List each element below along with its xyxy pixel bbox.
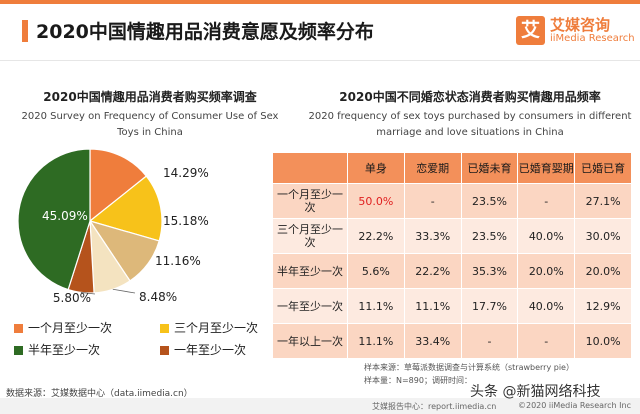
table-cell: - <box>461 323 519 358</box>
table-cell: 22.2% <box>404 253 462 288</box>
legend-swatch-monthly <box>14 324 23 333</box>
pie-leader-line <box>112 288 136 294</box>
legend-item-yearly: 一年至少一次 <box>160 341 246 358</box>
table-header-cell: 已婚已育 <box>575 153 632 183</box>
legend-item-monthly: 一个月至少一次 <box>14 319 112 336</box>
legend-label-half-year: 半年至少一次 <box>28 343 101 357</box>
pie-title-cn: 2020中国情趣用品消费者购买频率调查 <box>43 90 257 104</box>
sample-size-note: 样本量：N=890；调研时间： <box>364 376 472 385</box>
table-title-cn: 2020中国不同婚恋状态消费者购买情趣用品频率 <box>339 90 601 104</box>
table-title-en-2: marriage and love situations in China <box>376 127 564 138</box>
table-title-en-1: 2020 frequency of sex toys purchased by … <box>308 111 632 122</box>
sample-source-note: 样本来源：草莓派数据调查与计算系统（strawberry pie） <box>364 363 574 372</box>
pie-data-label: 8.48% <box>139 290 177 304</box>
row-label: 半年至少一次 <box>273 253 348 288</box>
logo-en-text: iiMedia Research <box>550 33 635 44</box>
table-row: 一个月至少一次 50.0% - 23.5% - 27.1% <box>273 183 632 218</box>
table-cell: 20.0% <box>575 253 632 288</box>
title-accent <box>22 20 28 42</box>
pie-data-label: 45.09% <box>42 209 88 223</box>
table-cell: 23.5% <box>461 183 519 218</box>
footer-report-link[interactable]: 艾媒报告中心：report.iimedia.cn <box>372 402 497 411</box>
table-cell: 11.1% <box>348 323 405 358</box>
frequency-table: 单身 恋爱期 已婚未育 已婚育婴期 已婚已育 一个月至少一次 50.0% - 2… <box>273 153 632 358</box>
table-row: 三个月至少一次 22.2% 33.3% 23.5% 40.0% 30.0% <box>273 218 632 253</box>
page-title: 2020中国情趣用品消费意愿及频率分布 <box>36 21 374 43</box>
table-header-cell: 已婚未育 <box>461 153 519 183</box>
header-divider <box>0 60 640 61</box>
table-cell: 5.6% <box>348 253 405 288</box>
table-row: 一年至少一次 11.1% 11.1% 17.7% 40.0% 12.9% <box>273 288 632 323</box>
table-cell: 11.1% <box>348 288 405 323</box>
brand-logo: 艾 艾媒咨询 iiMedia Research <box>516 14 635 48</box>
legend-label-monthly: 一个月至少一次 <box>28 321 113 335</box>
table-cell: 22.2% <box>348 218 405 253</box>
table-cell: 33.4% <box>404 323 462 358</box>
table-header-cell: 已婚育婴期 <box>518 153 576 183</box>
legend-swatch-half-year <box>14 346 23 355</box>
pie-data-label: 11.16% <box>155 254 201 268</box>
table-cell: 33.3% <box>404 218 462 253</box>
row-label: 一年至少一次 <box>273 288 348 323</box>
pie-title-en-1: 2020 Survey on Frequency of Consumer Use… <box>21 111 279 122</box>
table-row: 半年至少一次 5.6% 22.2% 35.3% 20.0% 20.0% <box>273 253 632 288</box>
watermark-text: 头条 @新猫网络科技 <box>470 384 601 400</box>
table-cell: 50.0% <box>348 183 405 218</box>
table-cell: - <box>518 183 576 218</box>
legend-label-yearly: 一年至少一次 <box>174 343 247 357</box>
footer-copyright: ©2020 iiMedia Research Inc <box>518 401 631 410</box>
pie-slice <box>89 148 148 223</box>
row-label: 一个月至少一次 <box>273 183 348 218</box>
row-label: 一年以上一次 <box>273 323 348 358</box>
table-cell: 40.0% <box>518 288 576 323</box>
table-header-cell: 单身 <box>348 153 405 183</box>
table-cell: 40.0% <box>518 218 576 253</box>
table-cell: - <box>404 183 462 218</box>
legend-item-half-year: 半年至少一次 <box>14 341 100 358</box>
table-header-cell: 恋爱期 <box>404 153 462 183</box>
table-cell: 10.0% <box>575 323 632 358</box>
footer-bar: 艾媒报告中心：report.iimedia.cn ©2020 iiMedia R… <box>0 398 640 414</box>
table-cell: 30.0% <box>575 218 632 253</box>
table-header-row: 单身 恋爱期 已婚未育 已婚育婴期 已婚已育 <box>273 153 632 183</box>
data-source: 数据来源：艾媒数据中心（data.iimedia.cn） <box>6 389 193 399</box>
legend-swatch-yearly <box>160 346 169 355</box>
pie-leader-line <box>80 292 96 295</box>
legend-item-quarterly: 三个月至少一次 <box>160 319 258 336</box>
pie-slice <box>17 148 91 291</box>
table-cell: 20.0% <box>518 253 576 288</box>
table-cell: 23.5% <box>461 218 519 253</box>
table-header-corner <box>273 153 348 183</box>
top-accent-bar <box>0 0 640 4</box>
table-cell: 27.1% <box>575 183 632 218</box>
pie-data-label: 15.18% <box>163 214 209 228</box>
table-row: 一年以上一次 11.1% 33.4% - - 10.0% <box>273 323 632 358</box>
table-cell: - <box>518 323 576 358</box>
table-cell: 12.9% <box>575 288 632 323</box>
logo-mark-icon: 艾 <box>516 16 545 45</box>
logo-cn-text: 艾媒咨询 <box>550 16 611 34</box>
pie-chart: 14.29% 15.18% 11.16% 8.48% 5.80% 45.09% <box>17 148 209 305</box>
pie-title-en-2: Toys in China <box>117 127 183 138</box>
legend-swatch-quarterly <box>160 324 169 333</box>
table-cell: 17.7% <box>461 288 519 323</box>
table-cell: 11.1% <box>404 288 462 323</box>
pie-slice <box>88 175 163 242</box>
pie-data-label: 5.80% <box>53 291 91 305</box>
row-label: 三个月至少一次 <box>273 218 348 253</box>
pie-data-label: 14.29% <box>163 166 209 180</box>
legend-label-quarterly: 三个月至少一次 <box>174 321 259 335</box>
table-cell: 35.3% <box>461 253 519 288</box>
